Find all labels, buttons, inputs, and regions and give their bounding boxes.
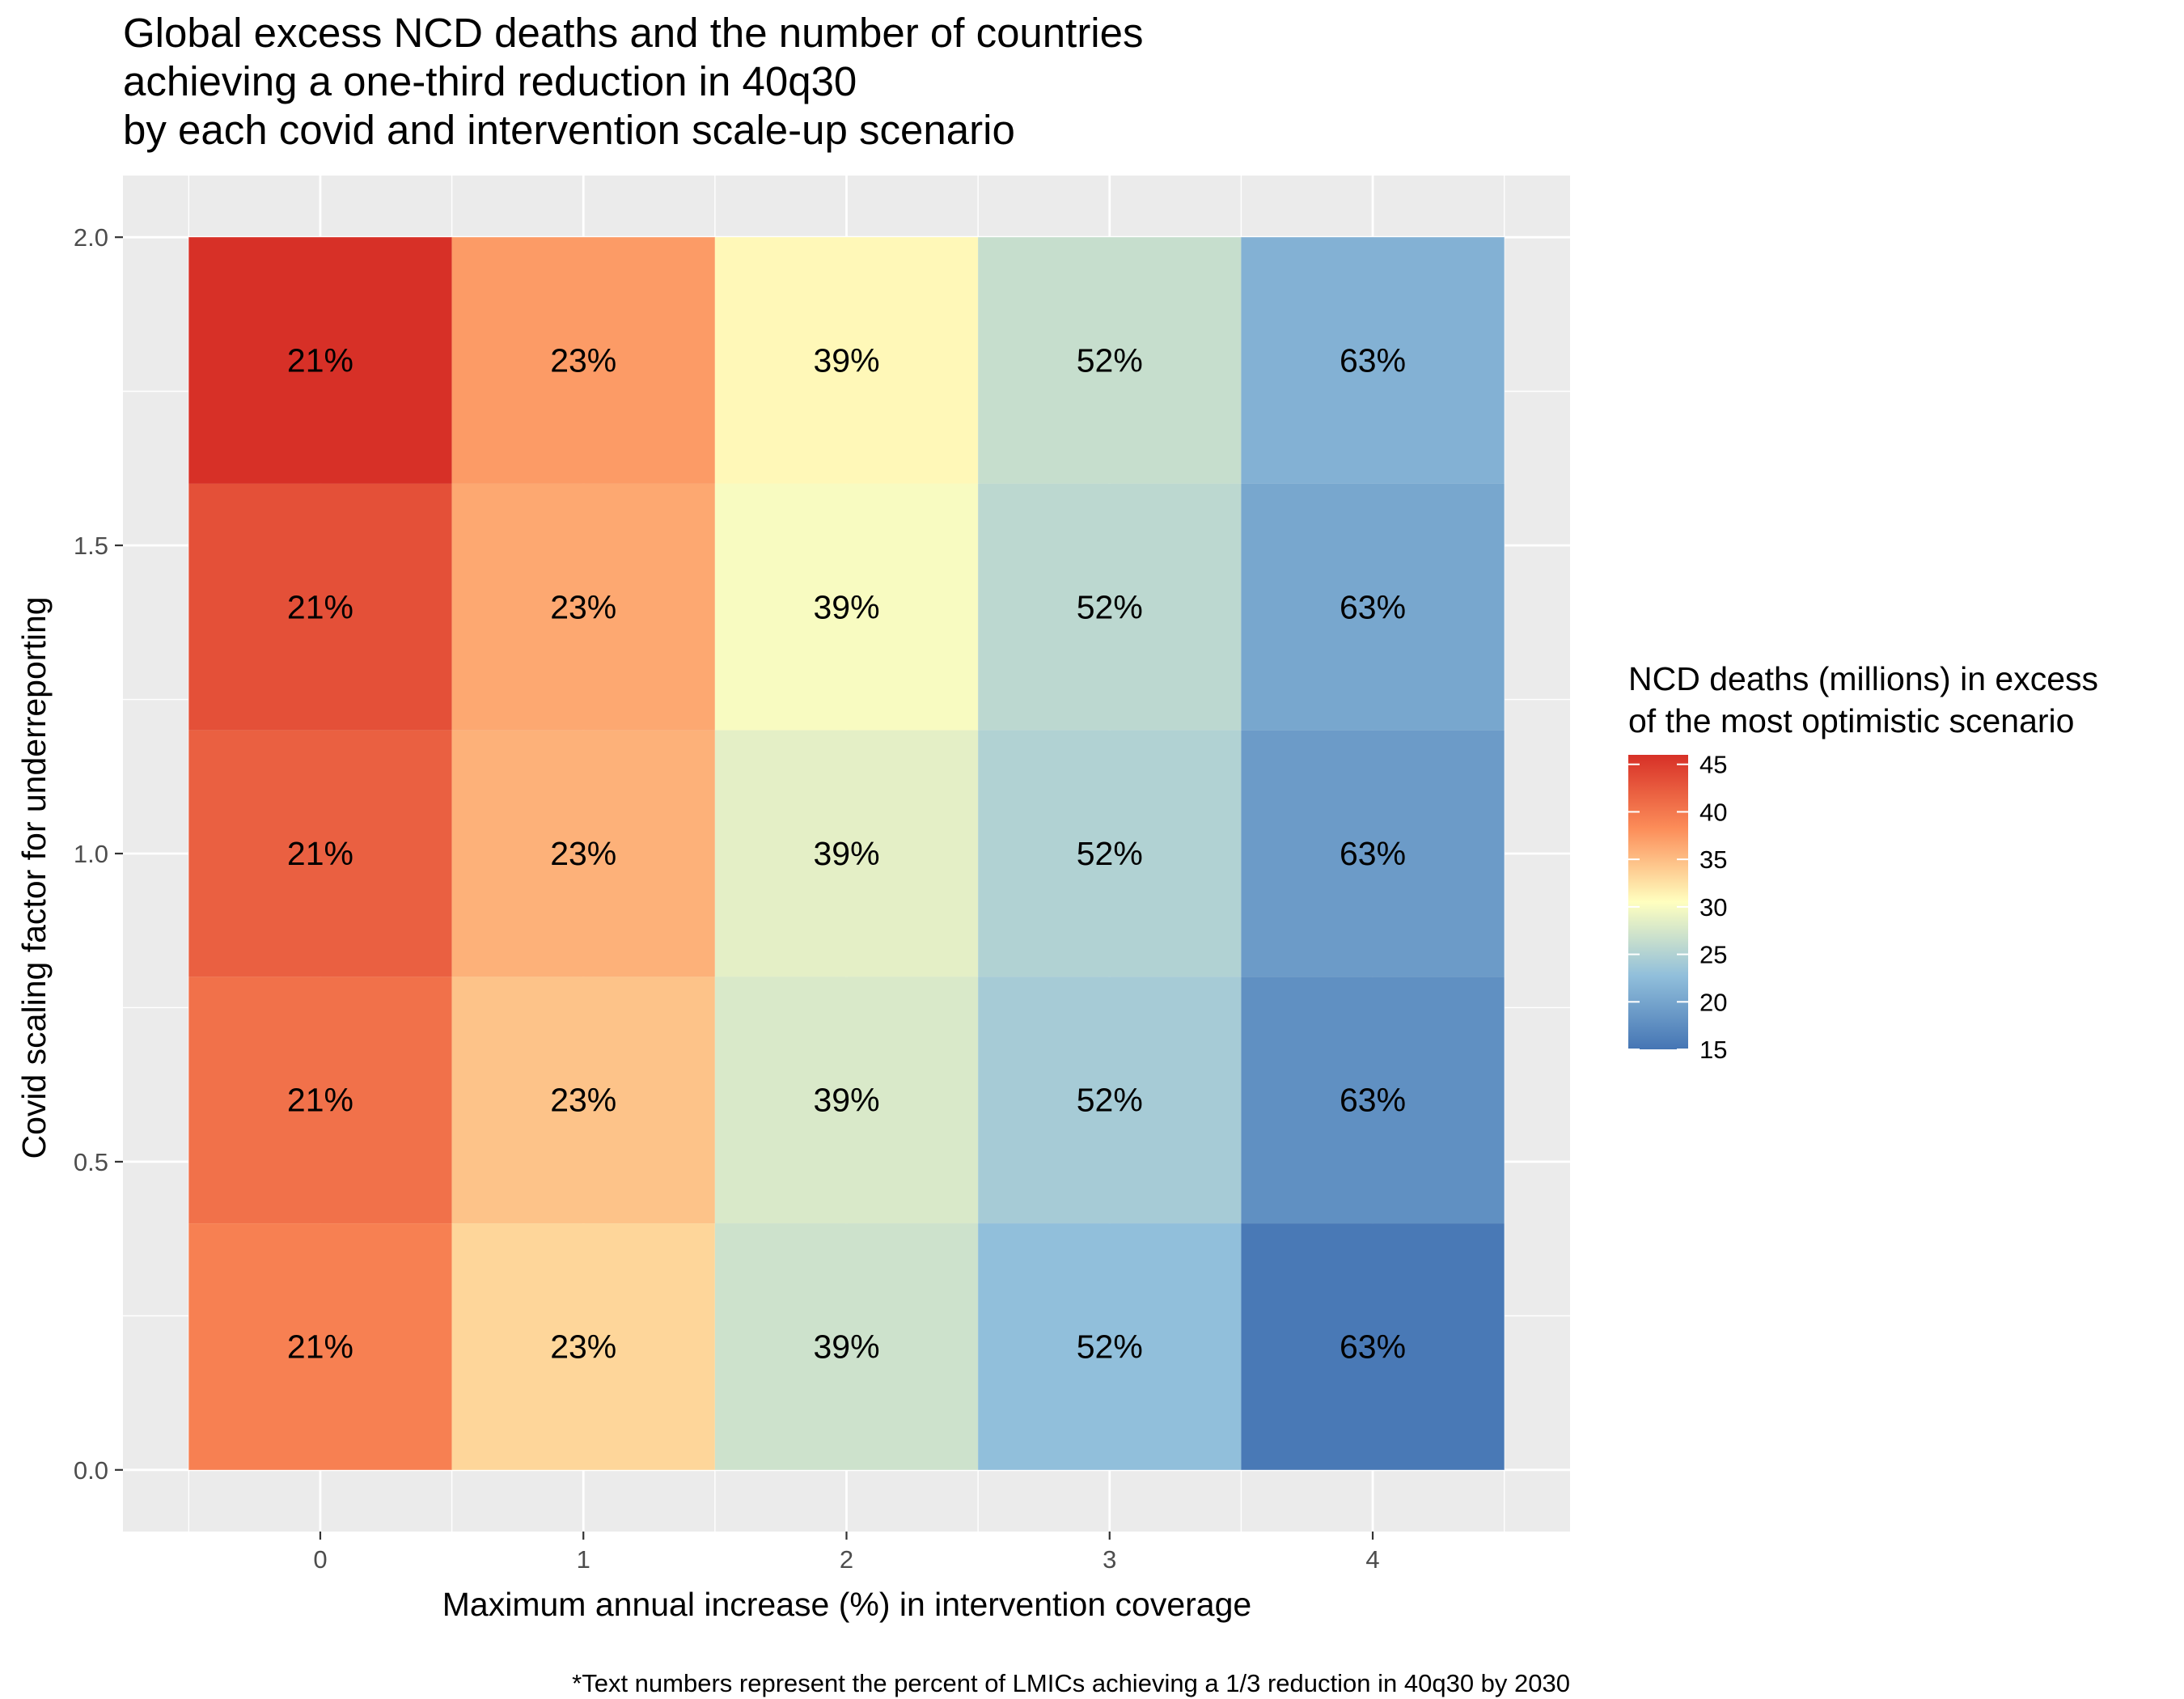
cell-label: 63%: [1340, 1328, 1406, 1365]
chart-caption: *Text numbers represent the percent of L…: [572, 1669, 1570, 1697]
cell-label: 39%: [813, 1328, 879, 1365]
cell-label: 63%: [1340, 1082, 1406, 1119]
y-tick-label: 1.0: [74, 840, 108, 868]
x-tick-label: 1: [577, 1545, 590, 1574]
cell-label: 63%: [1340, 835, 1406, 872]
heatmap-cell: [1241, 977, 1505, 1224]
x-tick-label: 4: [1365, 1545, 1379, 1574]
cell-label: 63%: [1340, 588, 1406, 625]
heatmap-cell: [714, 237, 979, 484]
legend-title-line-1: NCD deaths (millions) in excess: [1628, 660, 2098, 697]
cell-label: 39%: [813, 835, 879, 872]
cell-label: 39%: [813, 1082, 879, 1119]
y-tick-label: 0.5: [74, 1148, 108, 1176]
legend-colorbar: [1628, 755, 1688, 1049]
legend-tick-label: 25: [1699, 941, 1727, 969]
cell-label: 52%: [1077, 835, 1143, 872]
title-line-3: by each covid and intervention scale-up …: [123, 107, 1015, 153]
cell-label: 23%: [550, 835, 616, 872]
y-axis-title: Covid scaling factor for underreporting: [15, 596, 53, 1159]
cell-label: 23%: [550, 1082, 616, 1119]
cell-label: 21%: [287, 1082, 353, 1119]
x-tick-label: 0: [313, 1545, 327, 1574]
cell-label: 39%: [813, 588, 879, 625]
cell-label: 23%: [550, 588, 616, 625]
heatmap-cell: [1241, 1223, 1505, 1470]
y-axis: 0.0 0.5 1.0 1.5 2.0: [74, 223, 123, 1485]
heatmap-cell: [451, 977, 715, 1224]
x-tick-label: 3: [1103, 1545, 1116, 1574]
x-axis-title: Maximum annual increase (%) in intervent…: [442, 1586, 1251, 1623]
heatmap-cell: [451, 730, 715, 977]
cell-label: 39%: [813, 342, 879, 379]
heatmap-cell: [978, 237, 1242, 484]
legend-tick-label: 30: [1699, 893, 1727, 922]
cell-label: 21%: [287, 1328, 353, 1365]
cell-label: 63%: [1340, 342, 1406, 379]
color-legend: NCD deaths (millions) in excess of the m…: [1628, 660, 2098, 1064]
heatmap-cell: [188, 237, 452, 484]
legend-tick-label: 20: [1699, 988, 1727, 1016]
cell-label: 52%: [1077, 588, 1143, 625]
heatmap-cell: [188, 730, 452, 977]
heatmap-cell: [1241, 237, 1505, 484]
legend-tick-label: 45: [1699, 751, 1727, 779]
legend-title-line-2: of the most optimistic scenario: [1628, 702, 2074, 739]
y-tick-label: 0.0: [74, 1456, 108, 1485]
title-line-2: achieving a one-third reduction in 40q30: [123, 58, 857, 104]
heatmap-cells: [188, 237, 1505, 1470]
y-tick-label: 1.5: [74, 532, 108, 560]
heatmap-cell: [188, 977, 452, 1224]
legend-ticks: 15 20 25 30 35 40 45: [1628, 751, 1727, 1064]
heatmap-cell: [978, 483, 1242, 731]
cell-label: 23%: [550, 1328, 616, 1365]
y-tick-label: 2.0: [74, 223, 108, 252]
x-tick-label: 2: [840, 1545, 853, 1574]
heatmap-cell: [714, 1223, 979, 1470]
heatmap-cell: [978, 1223, 1242, 1470]
cell-label: 52%: [1077, 342, 1143, 379]
chart-title: Global excess NCD deaths and the number …: [123, 10, 1144, 153]
cell-labels: 21% 23% 39% 52% 63% 21% 23% 39% 52% 63% 21% 23% 39% 5…: [287, 342, 1406, 1366]
heatmap-cell: [451, 1223, 715, 1470]
legend-tick-label: 40: [1699, 798, 1727, 826]
heatmap-cell: [714, 977, 979, 1224]
x-axis: 0 1 2 3 4: [313, 1532, 1380, 1574]
heatmap-cell: [1241, 483, 1505, 731]
legend-tick-label: 15: [1699, 1036, 1727, 1064]
cell-label: 52%: [1077, 1082, 1143, 1119]
heatmap-cell: [188, 1223, 452, 1470]
heatmap-cell: [714, 483, 979, 731]
cell-label: 52%: [1077, 1328, 1143, 1365]
cell-label: 21%: [287, 588, 353, 625]
cell-label: 21%: [287, 342, 353, 379]
title-line-1: Global excess NCD deaths and the number …: [123, 10, 1144, 56]
legend-tick-label: 35: [1699, 845, 1727, 874]
heatmap-cell: [978, 977, 1242, 1224]
heatmap-cell: [714, 730, 979, 977]
heatmap-cell: [978, 730, 1242, 977]
heatmap-cell: [1241, 730, 1505, 977]
heatmap-cell: [451, 483, 715, 731]
cell-label: 23%: [550, 342, 616, 379]
cell-label: 21%: [287, 835, 353, 872]
heatmap-cell: [188, 483, 452, 731]
heatmap-cell: [451, 237, 715, 484]
